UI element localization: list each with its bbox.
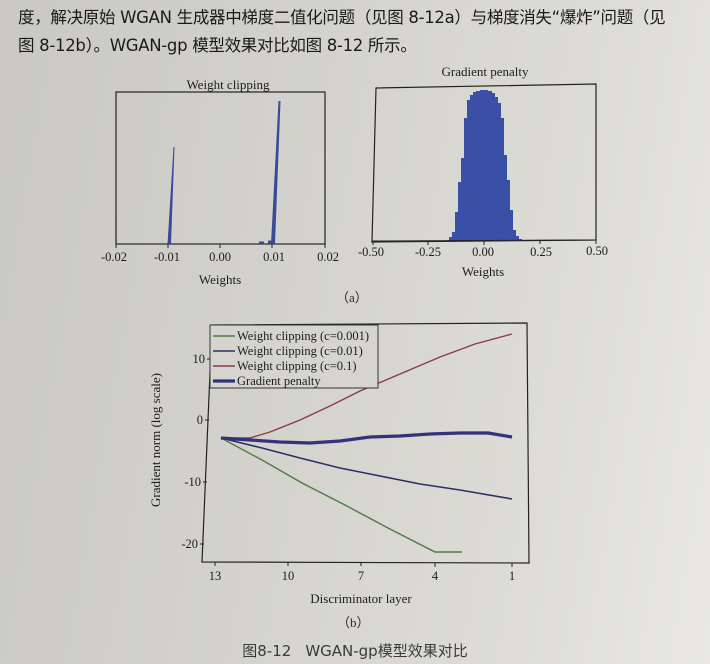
- y-tick: 10: [193, 352, 206, 366]
- svg-text:Gradient penalty: Gradient penalty: [237, 374, 321, 388]
- series-line-c001: [220, 437, 513, 500]
- histogram-bars: [447, 90, 522, 241]
- x-tick: 7: [358, 569, 364, 583]
- plot-frame: [201, 322, 530, 564]
- series-line-c0001: [220, 437, 462, 553]
- x-tick: 0.02: [317, 250, 339, 264]
- body-text-line-1: 度，解决原始 WGAN 生成器中梯度二值化问题（见图 8-12a）与梯度消失“爆…: [18, 8, 666, 27]
- figure-caption: 图8-12 WGAN-gp模型效果对比: [0, 640, 710, 661]
- series-line-c01: [221, 333, 513, 439]
- x-axis-label: Weights: [462, 264, 504, 279]
- svg-text:Weight clipping (c=0.001): Weight clipping (c=0.001): [237, 329, 369, 343]
- legend-item: Weight clipping (c=0.01): [213, 344, 363, 358]
- x-tick: -0.01: [154, 250, 180, 264]
- subfigure-label-a: （a）: [336, 290, 368, 305]
- figure-title: WGAN-gp模型效果对比: [305, 642, 468, 660]
- x-tick: 10: [282, 569, 295, 583]
- plot-frame: [115, 91, 326, 245]
- chart-title-gradient-penalty: Gradient penalty: [442, 64, 529, 79]
- figure-number: 图8-12: [242, 642, 292, 660]
- legend-item: Weight clipping (c=0.001): [213, 329, 369, 343]
- body-text: 度，解决原始 WGAN 生成器中梯度二值化问题（见图 8-12a）与梯度消失“爆…: [18, 4, 708, 60]
- y-tick: -20: [181, 537, 198, 551]
- x-tick: -0.02: [101, 250, 127, 264]
- histogram-spike-neg: [167, 147, 175, 244]
- histogram-spike-pos: [271, 101, 281, 244]
- legend-item: Gradient penalty: [213, 374, 321, 388]
- x-axis-label: Weights: [199, 272, 241, 287]
- svg-text:Weight clipping (c=0.01): Weight clipping (c=0.01): [237, 344, 363, 358]
- chart-weight-clipping: Weight clipping -0.02 -0.01 0.00 0.01 0.…: [101, 77, 339, 287]
- svg-text:Weight clipping (c=0.1): Weight clipping (c=0.1): [237, 359, 357, 373]
- x-axis-label: Discriminator layer: [310, 591, 412, 606]
- x-tick: -0.50: [358, 245, 384, 259]
- x-tick: 0.50: [586, 244, 608, 258]
- x-tick: 13: [209, 569, 222, 583]
- x-tick: 0.00: [209, 250, 231, 264]
- y-axis-label: Gradient norm (log scale): [148, 373, 163, 507]
- subfigure-label-b: （b）: [337, 615, 370, 630]
- x-tick: 0.01: [263, 250, 285, 264]
- x-tick: 1: [509, 569, 515, 583]
- y-tick: -10: [184, 475, 201, 489]
- series-line-gradient-penalty: [220, 431, 513, 445]
- x-tick: -0.25: [415, 245, 441, 259]
- chart-title-weight-clipping: Weight clipping: [186, 77, 270, 92]
- chart-gradient-penalty: Gradient penalty -0.50 -0.25 0.00 0.25 0…: [358, 64, 608, 279]
- x-tick: 0.00: [472, 245, 494, 259]
- x-tick: 4: [432, 569, 439, 583]
- body-text-line-2: 图 8-12b）。WGAN-gp 模型效果对比如图 8-12 所示。: [18, 36, 417, 55]
- x-tick: 0.25: [530, 245, 552, 259]
- chart-gradient-norm: 10 0 -10 -20 Gradient norm (log scale) 1…: [148, 322, 530, 606]
- legend: [209, 324, 379, 389]
- legend-item: Weight clipping (c=0.1): [213, 359, 357, 373]
- y-tick: 0: [197, 413, 203, 427]
